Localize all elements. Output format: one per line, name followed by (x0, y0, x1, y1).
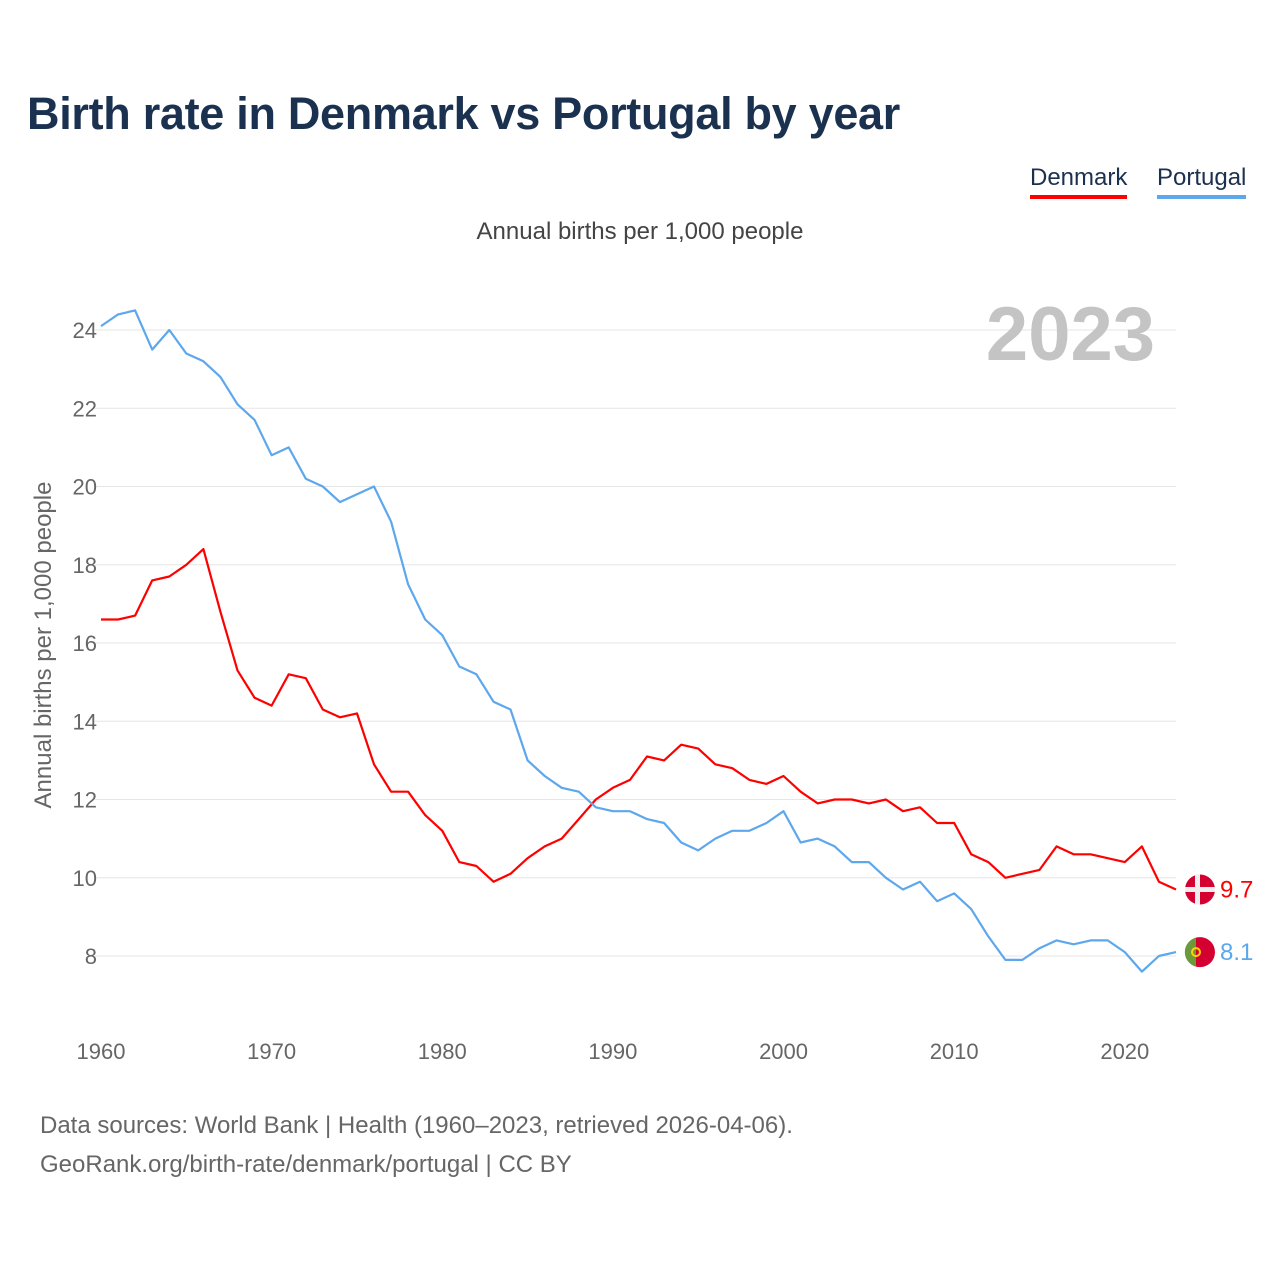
end-value-label-denmark: 9.7 (1220, 876, 1253, 903)
chart-subtitle: Annual births per 1,000 people (476, 218, 804, 245)
flag-emblem (1191, 947, 1201, 958)
x-tick-label: 2020 (1100, 1039, 1149, 1064)
series-line-denmark (101, 547, 1177, 891)
x-tick-label: 1960 (77, 1039, 126, 1064)
flag-green (1184, 937, 1196, 967)
y-tick-label: 22 (73, 396, 97, 421)
y-tick-label: 16 (73, 631, 97, 656)
x-tick-label: 2010 (930, 1039, 979, 1064)
footer: Data sources: World Bank | Health (1960–… (40, 1106, 793, 1184)
x-tick-label: 1970 (247, 1039, 296, 1064)
x-tick-label: 2000 (759, 1039, 808, 1064)
y-tick-label: 24 (73, 318, 97, 343)
flag-portugal-icon (1184, 937, 1215, 968)
year-watermark: 2023 (986, 292, 1155, 377)
flag-denmark-icon (1185, 874, 1215, 905)
y-tick-label: 8 (85, 944, 97, 969)
y-tick-label: 20 (73, 475, 97, 500)
legend-denmark[interactable]: Denmark (1030, 164, 1128, 199)
x-tick-label: 1980 (418, 1039, 467, 1064)
footer-link[interactable]: GeoRank.org/birth-rate/denmark/portugal … (40, 1151, 572, 1178)
chart-title: Birth rate in Denmark vs Portugal by yea… (27, 88, 901, 139)
series-line-portugal (100, 309, 1177, 973)
flag-cross-v (1195, 874, 1200, 905)
footer-sources: Data sources: World Bank | Health (1960–… (40, 1112, 793, 1139)
y-tick-label: 18 (73, 553, 97, 578)
y-tick-label: 14 (73, 709, 97, 734)
y-axis-label: Annual births per 1,000 people (30, 482, 57, 809)
y-tick-label: 10 (73, 866, 97, 891)
end-value-label-portugal: 8.1 (1220, 939, 1253, 966)
x-tick-label: 1990 (588, 1039, 637, 1064)
y-tick-label: 12 (73, 788, 97, 813)
legend-portugal[interactable]: Portugal (1157, 164, 1247, 199)
